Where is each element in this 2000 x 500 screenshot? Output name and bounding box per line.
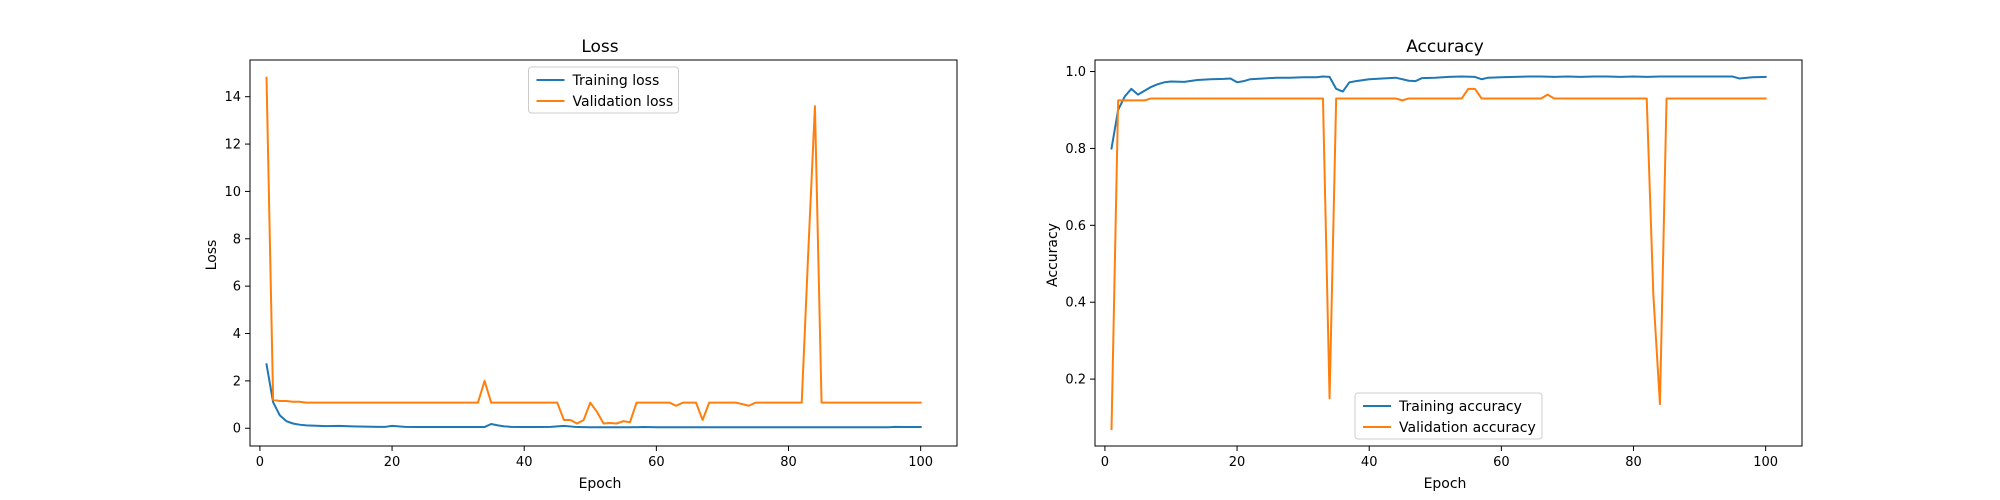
loss-y-tick-label: 12	[224, 138, 241, 153]
loss-legend-label-training: Training loss	[572, 73, 660, 89]
loss-x-tick-label: 40	[516, 455, 533, 470]
loss-legend-label-validation: Validation loss	[573, 94, 674, 110]
accuracy-x-tick-label: 40	[1361, 455, 1378, 470]
loss-x-tick-label: 60	[648, 455, 665, 470]
accuracy-y-tick-label: 0.6	[1065, 219, 1086, 234]
loss-x-tick-label: 80	[780, 455, 797, 470]
loss-chart-title: Loss	[581, 37, 618, 57]
accuracy-x-tick-label: 60	[1493, 455, 1510, 470]
accuracy-legend-label-validation: Validation accuracy	[1399, 420, 1536, 436]
accuracy-y-tick-label: 0.8	[1065, 142, 1086, 157]
loss-y-tick-label: 4	[233, 327, 241, 342]
loss-y-tick-label: 2	[233, 374, 241, 389]
accuracy-x-tick-label: 0	[1101, 455, 1109, 470]
loss-y-tick-label: 10	[224, 185, 241, 200]
accuracy-series-validation-line	[1110, 87, 1767, 431]
accuracy-chart-title: Accuracy	[1406, 37, 1484, 57]
loss-axes-frame	[249, 59, 958, 447]
accuracy-legend-box	[1354, 392, 1543, 440]
accuracy-y-tick-label: 0.4	[1065, 296, 1086, 311]
loss-series-training-line	[265, 363, 922, 429]
accuracy-x-tick-label: 100	[1753, 455, 1778, 470]
loss-legend: Training loss Validation loss	[528, 66, 679, 114]
loss-y-tick-label: 0	[233, 422, 241, 437]
accuracy-x-tick-label: 80	[1625, 455, 1642, 470]
loss-chart: Loss Epoch Loss 0 20 40 60 80 100 0 2 4 6 8 10 12 14 T…	[204, 37, 958, 492]
accuracy-y-tick-label: 1.0	[1065, 65, 1086, 80]
loss-chart-ylabel: Loss	[204, 240, 220, 271]
accuracy-x-tick-label: 20	[1229, 455, 1246, 470]
loss-chart-xlabel: Epoch	[579, 476, 622, 492]
loss-x-tick-label: 100	[908, 455, 933, 470]
loss-plot-area	[265, 76, 922, 429]
loss-y-tick-label: 14	[224, 90, 241, 105]
loss-y-tick-label: 6	[233, 280, 241, 295]
accuracy-chart: Accuracy Epoch Accuracy 0 20 40 60 80 100 0.2 0…	[1045, 37, 1803, 492]
loss-legend-box	[528, 66, 679, 114]
accuracy-y-tick-label: 0.2	[1065, 373, 1086, 388]
accuracy-chart-xlabel: Epoch	[1424, 476, 1467, 492]
loss-series-validation-line	[265, 76, 922, 425]
accuracy-axes-frame	[1094, 59, 1803, 447]
loss-x-tick-label: 20	[384, 455, 401, 470]
loss-x-tick-label: 0	[256, 455, 264, 470]
accuracy-legend-label-training: Training accuracy	[1398, 399, 1522, 415]
accuracy-plot-area	[1110, 75, 1767, 431]
accuracy-series-training-line	[1110, 75, 1767, 150]
loss-y-tick-label: 8	[233, 232, 241, 247]
accuracy-chart-ylabel: Accuracy	[1045, 223, 1061, 287]
accuracy-legend: Training accuracy Validation accuracy	[1354, 392, 1543, 440]
